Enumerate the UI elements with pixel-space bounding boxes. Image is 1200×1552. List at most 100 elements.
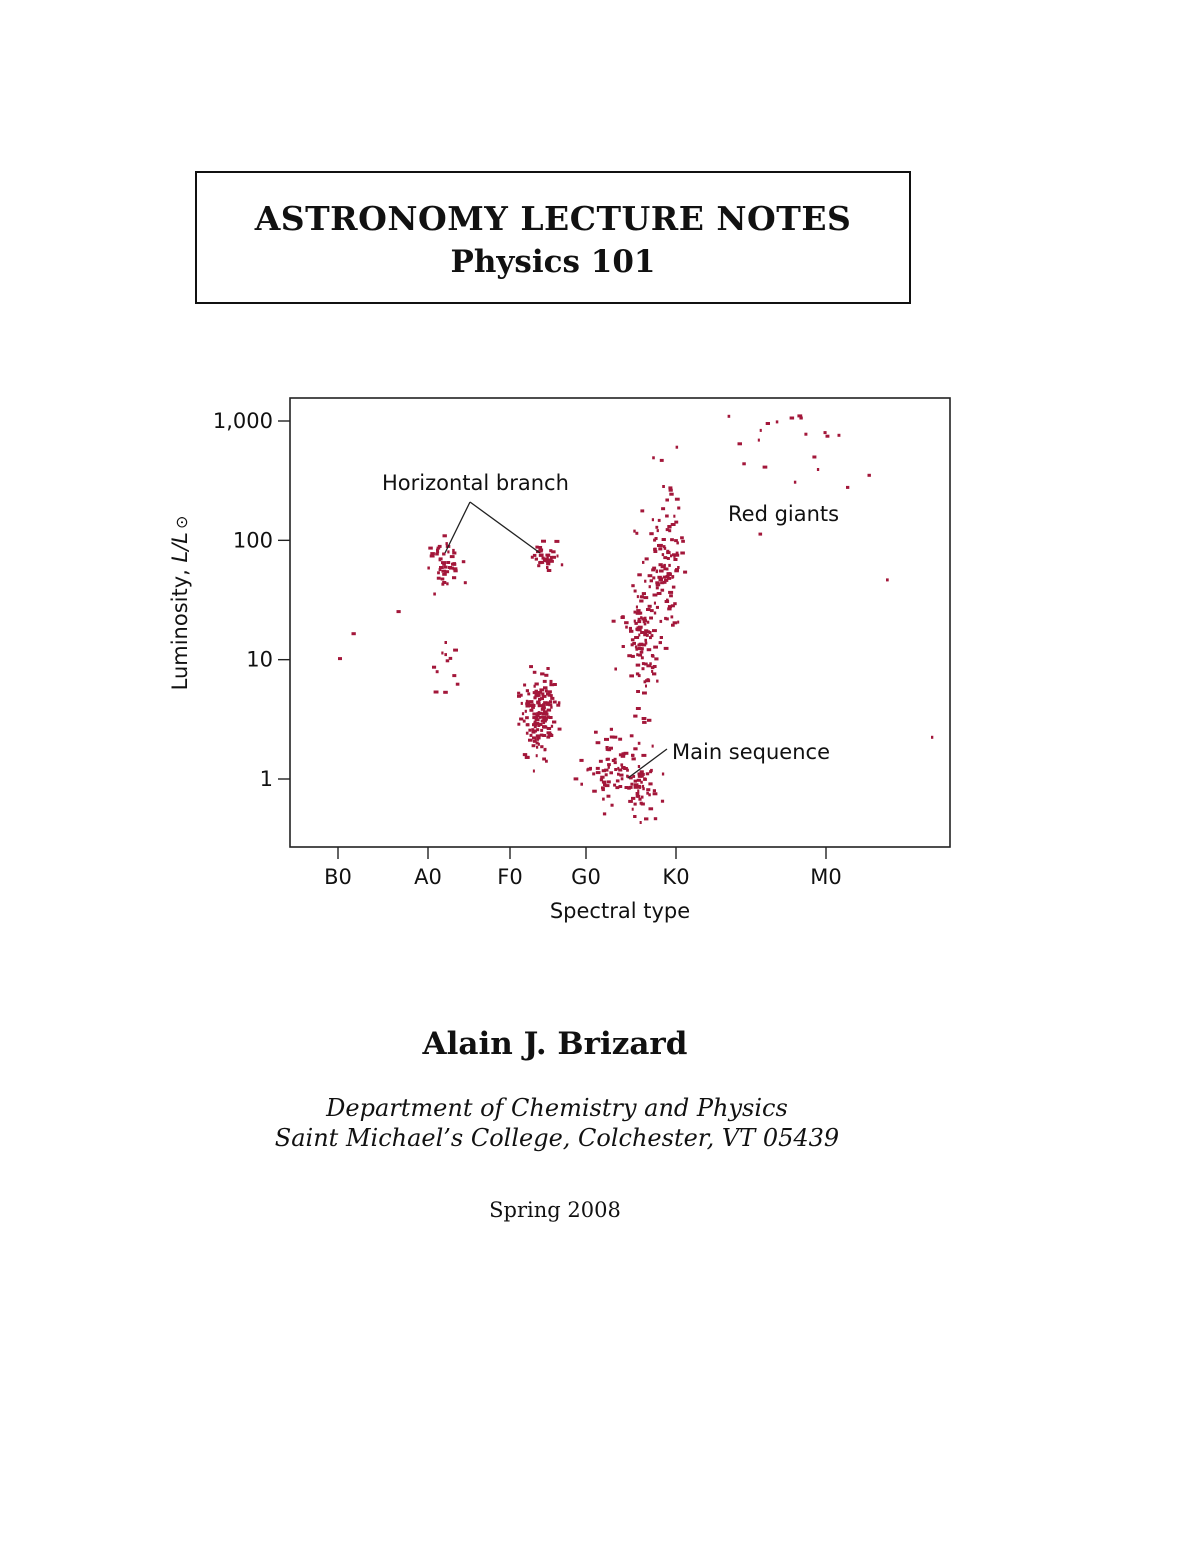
star-point-518	[674, 520, 679, 524]
star-point-582	[667, 605, 672, 609]
star-point-469	[637, 617, 641, 621]
star-point-574	[653, 538, 657, 542]
star-point-76	[530, 555, 534, 559]
star-point-281	[600, 775, 605, 779]
star-point-267	[619, 773, 624, 777]
star-point-30	[447, 550, 450, 554]
star-point-219	[535, 714, 540, 718]
star-point-557	[663, 546, 667, 550]
star-point-191	[532, 723, 537, 727]
star-point-338	[633, 783, 639, 787]
star-point-458	[637, 674, 641, 678]
star-point-468	[634, 636, 640, 639]
star-point-479	[661, 538, 666, 541]
star-point-239	[606, 757, 610, 761]
star-point-419	[636, 595, 639, 599]
star-point-404	[633, 619, 636, 623]
star-point-161	[539, 697, 544, 701]
star-point-614	[448, 656, 453, 660]
star-point-529	[664, 616, 667, 620]
star-point-149	[542, 679, 547, 683]
star-point-148	[525, 716, 529, 720]
star-point-400	[631, 753, 635, 757]
star-point-560	[683, 570, 688, 574]
star-point-77	[547, 562, 551, 566]
star-point-124	[545, 702, 551, 706]
star-point-228	[543, 748, 547, 752]
star-point-617	[338, 657, 342, 661]
star-point-58	[541, 556, 545, 560]
star-point-195	[527, 700, 531, 704]
star-point-60	[538, 546, 543, 549]
star-point-589	[825, 434, 830, 438]
star-point-347	[627, 786, 631, 790]
star-point-185	[534, 718, 540, 722]
star-point-261	[614, 768, 618, 771]
star-point-120	[521, 712, 525, 716]
star-point-594	[762, 465, 768, 469]
annotation-red-giants: Red giants	[728, 502, 839, 526]
star-point-433	[621, 645, 625, 648]
star-point-8	[441, 561, 446, 565]
star-point-229	[542, 717, 545, 721]
star-point-117	[529, 708, 534, 712]
star-point-138	[522, 753, 528, 757]
y-axis-label: Luminosity, L/L ⊙	[168, 516, 192, 691]
star-point-302	[627, 775, 630, 779]
star-point-453	[643, 596, 649, 600]
star-point-428	[647, 718, 652, 722]
star-point-462	[646, 608, 651, 611]
star-point-252	[580, 782, 583, 786]
star-point-452	[638, 625, 643, 629]
star-point-431	[653, 601, 656, 605]
star-point-163	[532, 739, 537, 743]
star-point-485	[680, 536, 684, 540]
star-point-147	[525, 689, 529, 693]
star-point-597	[804, 432, 808, 436]
star-point-248	[617, 772, 620, 776]
star-point-165	[546, 708, 552, 712]
star-point-133	[542, 757, 546, 761]
star-point-251	[609, 727, 613, 731]
star-point-315	[637, 789, 640, 793]
star-point-201	[547, 693, 552, 697]
star-point-551	[659, 458, 664, 462]
star-point-595	[837, 433, 841, 437]
star-point-266	[595, 766, 600, 770]
star-point-524	[674, 569, 679, 573]
star-point-22	[436, 548, 439, 552]
star-point-323	[641, 753, 647, 757]
star-point-408	[636, 609, 641, 613]
star-point-385	[658, 641, 662, 645]
star-point-445	[633, 610, 637, 614]
star-point-575	[653, 611, 657, 615]
star-point-11	[463, 581, 467, 585]
star-point-367	[639, 599, 644, 603]
star-point-554	[663, 556, 668, 560]
star-point-310	[652, 789, 656, 793]
star-point-612	[453, 648, 458, 652]
star-point-592	[823, 431, 827, 435]
star-point-618	[396, 610, 401, 614]
star-point-74	[550, 559, 554, 563]
x-tick-label-2: F0	[497, 865, 522, 889]
star-point-436	[641, 643, 647, 647]
horizontal-branch-pointer	[444, 501, 541, 554]
star-point-475	[653, 550, 658, 553]
star-point-442	[652, 672, 657, 676]
star-point-41	[437, 544, 442, 548]
star-point-523	[666, 598, 669, 602]
star-point-451	[630, 654, 635, 658]
star-point-304	[630, 782, 634, 786]
star-point-463	[649, 636, 652, 640]
star-point-365	[635, 672, 640, 676]
y-axis-label-main: Luminosity,	[168, 563, 192, 691]
star-point-613	[455, 682, 460, 686]
star-point-240	[617, 766, 620, 770]
star-point-620	[931, 735, 934, 739]
star-point-598	[742, 462, 746, 466]
star-point-238	[623, 767, 628, 770]
affiliation-department: Department of Chemistry and Physics	[326, 1094, 788, 1122]
star-points	[338, 414, 934, 824]
star-point-473	[635, 707, 641, 710]
